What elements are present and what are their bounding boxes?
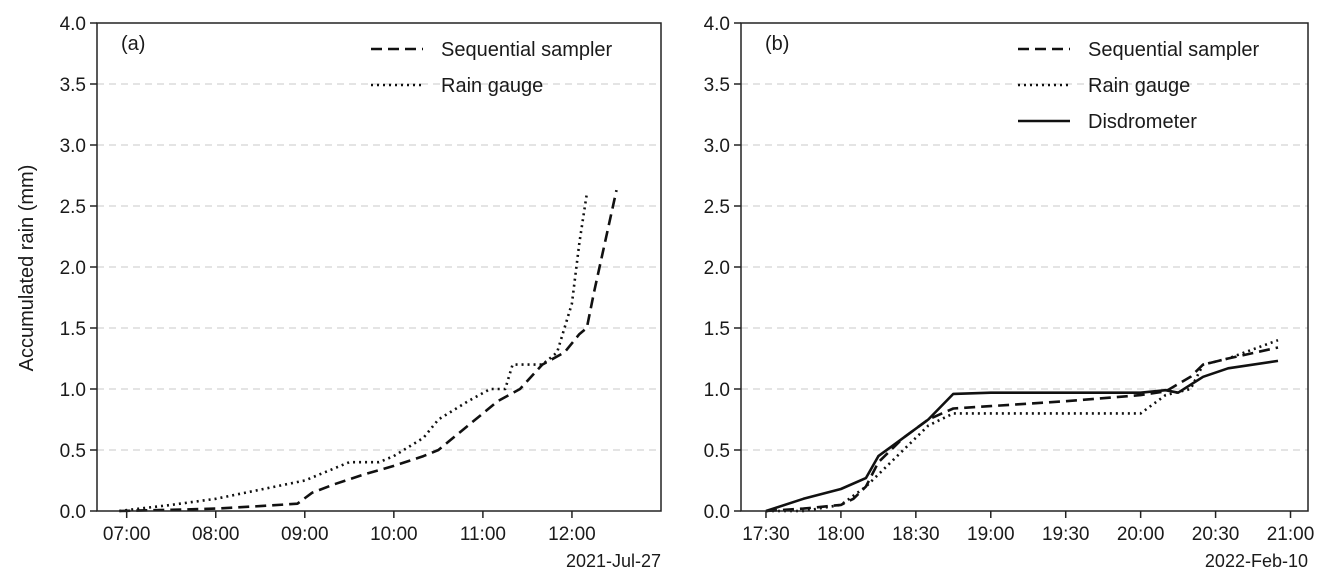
y-tick-label: 1.5 xyxy=(60,319,86,340)
chart-panel-b: 0.0 0.5 1.0 1.5 2.0 2.5 3.0 3.5 4.0 17:30 18:00 18… xyxy=(704,14,1315,571)
y-tick-label: 1.0 xyxy=(704,380,730,401)
y-tick-label: 2.0 xyxy=(704,258,730,279)
x-tick-label: 10:00 xyxy=(370,524,418,545)
y-tick-label: 3.5 xyxy=(704,75,730,96)
y-tick-label: 0.5 xyxy=(704,441,730,462)
date-label: 2022-Feb-10 xyxy=(1205,551,1308,571)
series-group xyxy=(119,189,618,513)
panel-label: (a) xyxy=(121,33,145,55)
series-group xyxy=(765,338,1279,513)
x-tick-label: 19:00 xyxy=(967,524,1015,545)
x-tick-label: 11:00 xyxy=(460,524,506,545)
y-tick-label: 3.0 xyxy=(60,136,86,157)
series-line-solid xyxy=(765,359,1279,513)
x-tick-label: 08:00 xyxy=(192,524,240,545)
legend-label: Sequential sampler xyxy=(1088,39,1260,61)
y-tick-label: 0.0 xyxy=(60,502,86,523)
legend: Sequential sampler Rain gauge xyxy=(371,39,613,97)
y-tick-label: 0.5 xyxy=(60,441,86,462)
series-line-dashed xyxy=(765,346,1279,513)
y-tick-label: 4.0 xyxy=(60,14,86,35)
series-line-dashed xyxy=(119,189,618,513)
x-tick-label: 09:00 xyxy=(281,524,329,545)
x-tick-label: 12:00 xyxy=(548,524,596,545)
x-axis-ticks: 07:00 08:00 09:00 10:00 11:00 12:00 xyxy=(103,511,596,545)
y-tick-label: 2.0 xyxy=(60,258,86,279)
panel-label: (b) xyxy=(765,33,789,55)
date-label: 2021-Jul-27 xyxy=(566,551,661,571)
legend: Sequential sampler Rain gauge Disdrometer xyxy=(1018,39,1260,133)
x-tick-label: 17:30 xyxy=(742,524,790,545)
chart-panel-a: 0.0 0.5 1.0 1.5 2.0 2.5 3.0 3.5 4.0 07:00 08:00 09… xyxy=(60,14,662,571)
x-tick-label: 21:00 xyxy=(1267,524,1315,545)
legend-label: Disdrometer xyxy=(1088,111,1197,133)
legend-label: Rain gauge xyxy=(1088,75,1190,97)
y-axis-ticks: 0.0 0.5 1.0 1.5 2.0 2.5 3.0 3.5 4.0 xyxy=(704,14,741,523)
y-tick-label: 0.0 xyxy=(704,502,730,523)
y-tick-label: 3.0 xyxy=(704,136,730,157)
x-axis-ticks: 17:30 18:00 18:30 19:00 19:30 20:00 20:30 21:00 xyxy=(742,511,1314,545)
y-tick-label: 3.5 xyxy=(60,75,86,96)
x-tick-label: 18:00 xyxy=(817,524,865,545)
grid-lines xyxy=(741,83,1308,451)
x-tick-label: 20:00 xyxy=(1117,524,1165,545)
x-tick-label: 19:30 xyxy=(1042,524,1090,545)
x-tick-label: 07:00 xyxy=(103,524,151,545)
y-tick-label: 4.0 xyxy=(704,14,730,35)
x-tick-label: 18:30 xyxy=(892,524,940,545)
y-tick-label: 1.5 xyxy=(704,319,730,340)
y-axis-ticks: 0.0 0.5 1.0 1.5 2.0 2.5 3.0 3.5 4.0 xyxy=(60,14,97,523)
x-tick-label: 20:30 xyxy=(1192,524,1240,545)
legend-label: Sequential sampler xyxy=(441,39,613,61)
y-tick-label: 2.5 xyxy=(60,197,86,218)
legend-label: Rain gauge xyxy=(441,75,543,97)
y-tick-label: 2.5 xyxy=(704,197,730,218)
y-tick-label: 1.0 xyxy=(60,380,86,401)
series-line-dotted xyxy=(119,193,589,513)
y-axis-title: Accumulated rain (mm) xyxy=(16,165,38,372)
